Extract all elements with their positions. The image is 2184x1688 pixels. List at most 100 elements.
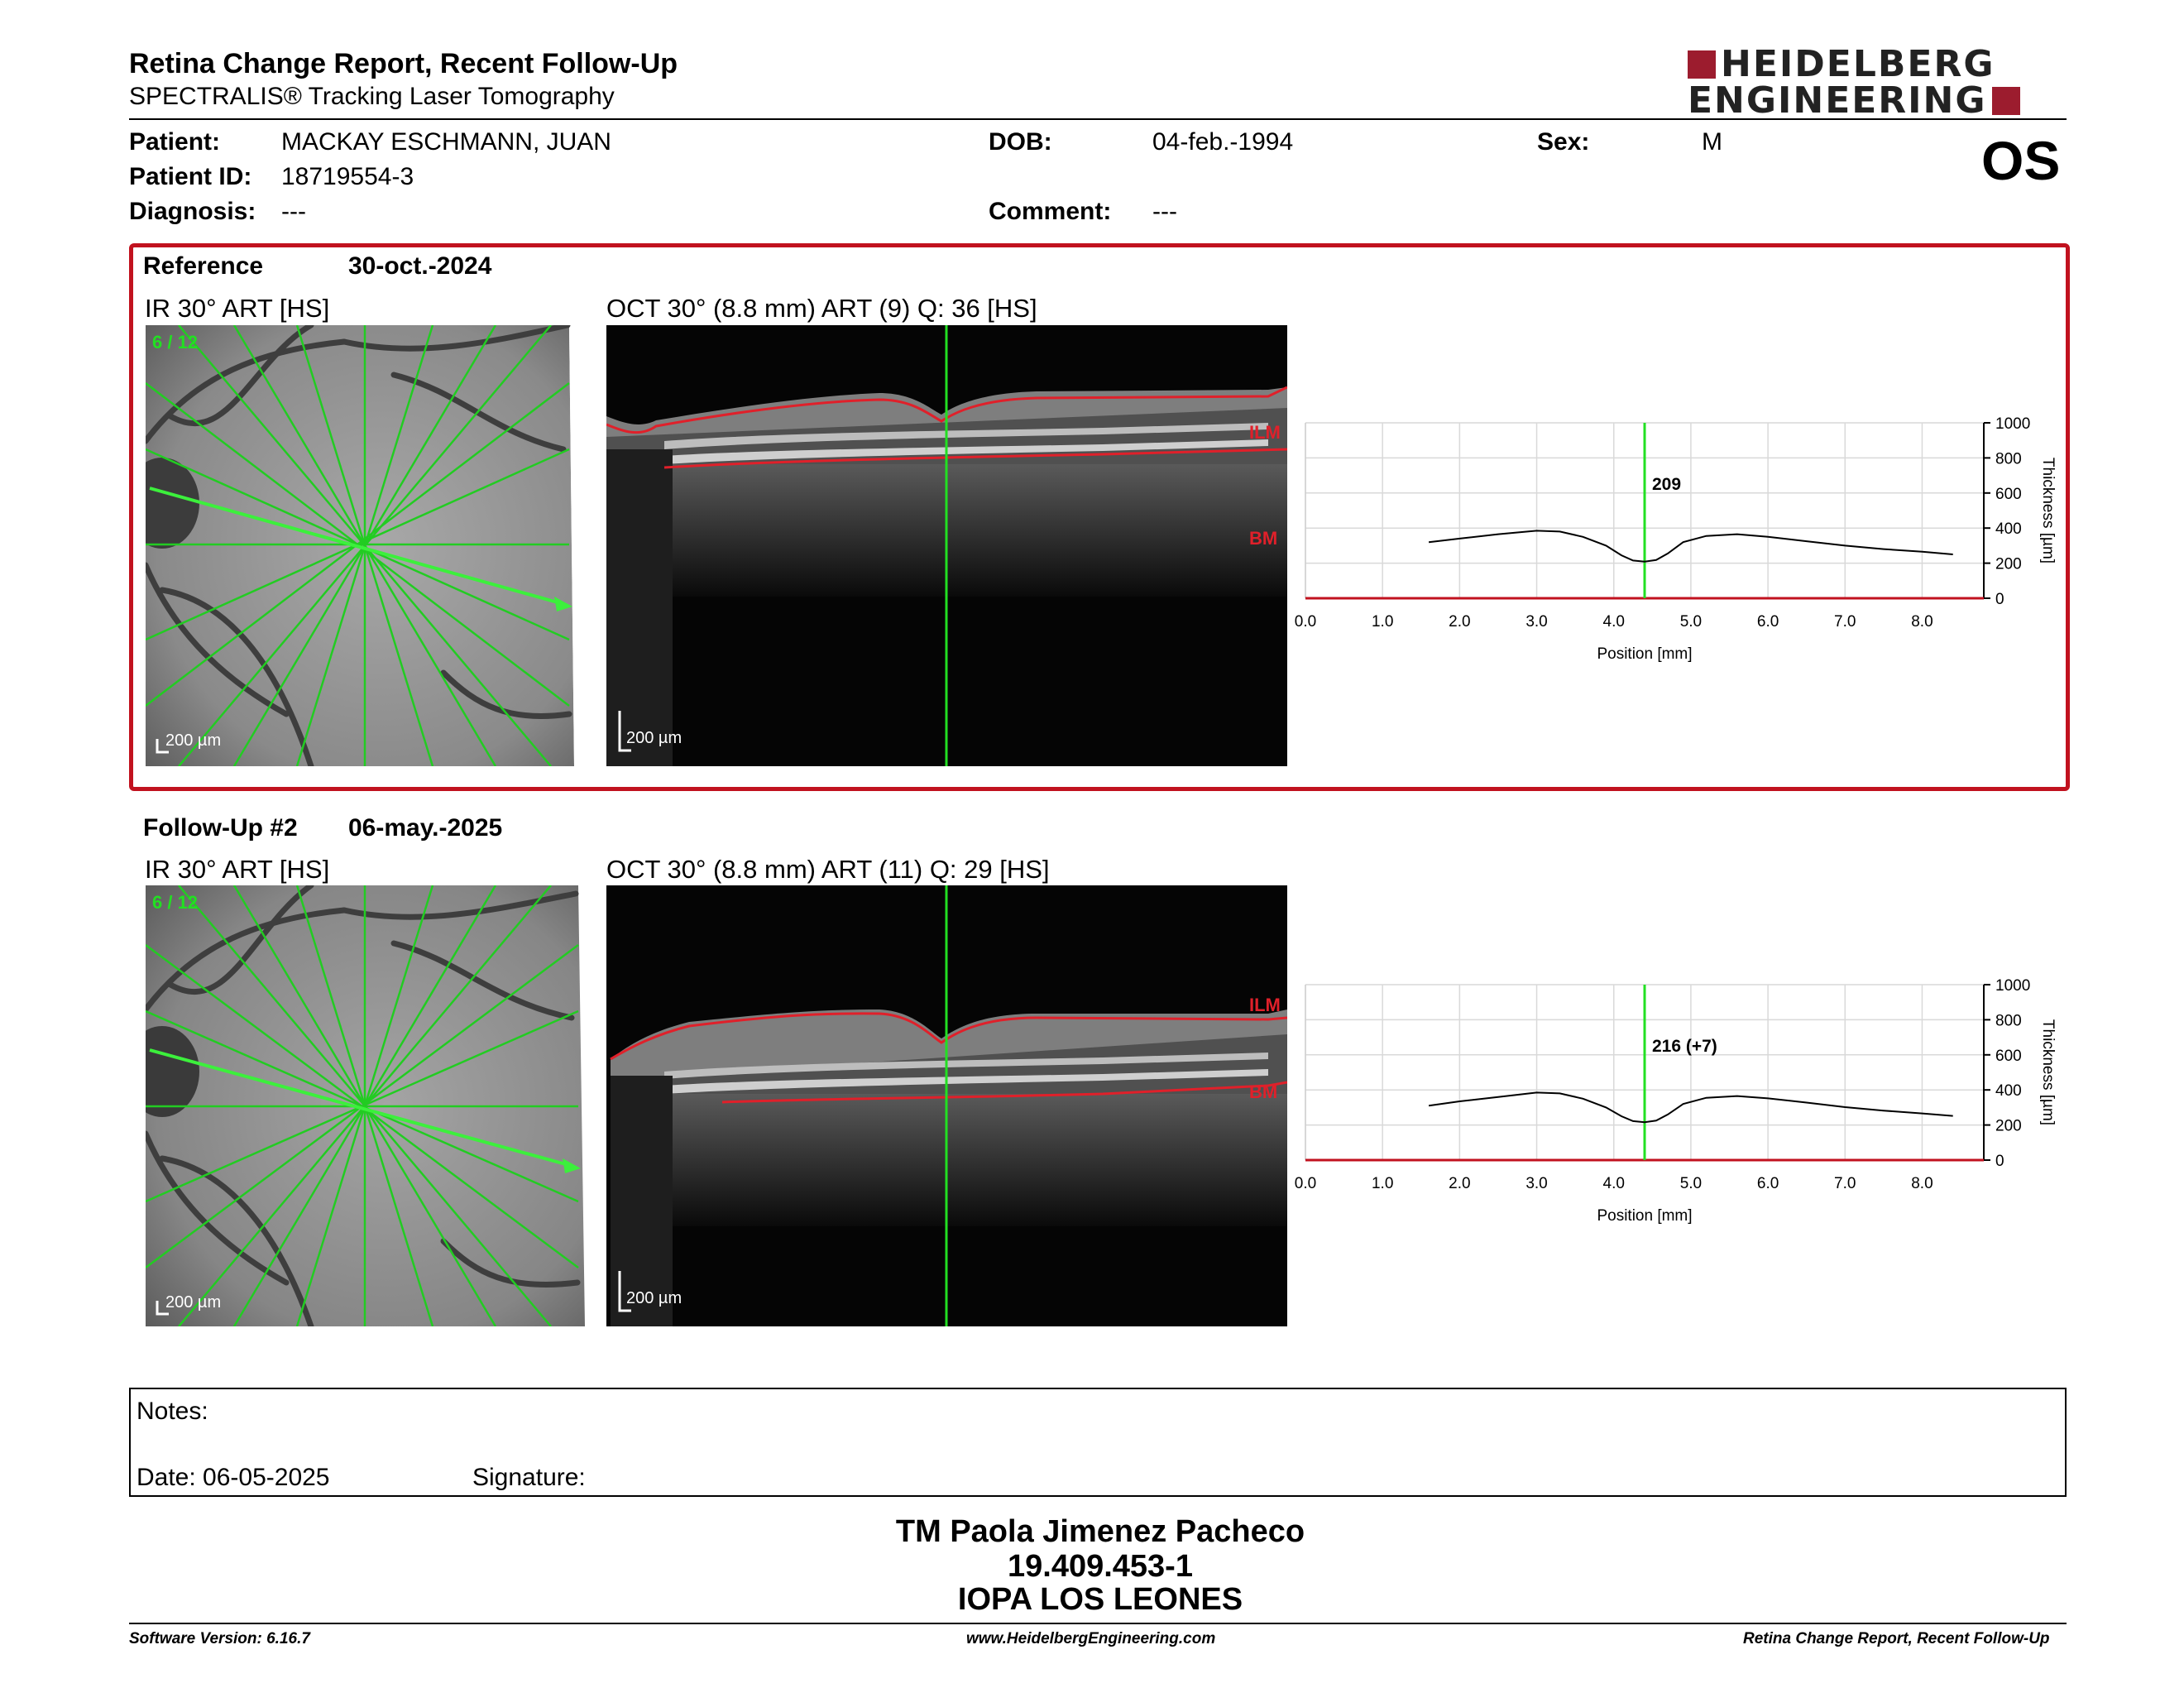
scan-index: 6 / 12 xyxy=(152,332,199,352)
y-tick-label: 200 xyxy=(1995,1118,2022,1135)
notes-label: Notes: xyxy=(136,1398,208,1425)
followup-oct-image: ILM BM 200 µm xyxy=(606,885,1287,1326)
sex-label: Sex: xyxy=(1537,128,1590,156)
thickness-line xyxy=(1428,1091,1953,1124)
x-tick-label: 0.0 xyxy=(1295,613,1316,631)
reference-oct-svg xyxy=(606,325,1287,766)
y-tick-label: 200 xyxy=(1995,556,2022,573)
x-axis-label: Position [mm] xyxy=(1597,1207,1692,1225)
ilm-label: ILM xyxy=(1249,995,1281,1015)
reference-oct-label: OCT 30° (8.8 mm) ART (9) Q: 36 [HS] xyxy=(606,294,1037,323)
signatory-id: 19.409.453-1 xyxy=(1008,1549,1193,1584)
x-tick-label: 0.0 xyxy=(1295,1175,1316,1192)
patient-id: 18719554-3 xyxy=(281,163,414,190)
notes-date: Date: 06-05-2025 xyxy=(136,1464,330,1491)
notes-box: Notes: Date: 06-05-2025 Signature: xyxy=(129,1388,2067,1497)
y-tick-label: 1000 xyxy=(1995,977,2030,995)
ir-scale-label: 200 µm xyxy=(165,731,222,750)
oct-scale-label: 200 µm xyxy=(626,729,682,747)
x-tick-label: 3.0 xyxy=(1525,1175,1547,1192)
y-tick-label: 400 xyxy=(1995,520,2022,538)
signature-label: Signature: xyxy=(472,1464,586,1491)
x-tick-label: 8.0 xyxy=(1911,613,1933,631)
y-tick-label: 400 xyxy=(1995,1082,2022,1100)
x-tick-label: 7.0 xyxy=(1834,1175,1856,1192)
y-axis-label: Thickness [µm] xyxy=(2039,1019,2057,1125)
x-tick-label: 5.0 xyxy=(1680,613,1702,631)
reference-oct-image: ILM BM 200 µm xyxy=(606,325,1287,766)
x-tick-label: 6.0 xyxy=(1757,613,1779,631)
bm-label: BM xyxy=(1249,1081,1278,1102)
reference-label: Reference xyxy=(143,252,264,280)
logo-line2: ENGINEERING xyxy=(1688,79,1987,122)
dob-label: DOB: xyxy=(989,128,1052,156)
reference-ir-label: IR 30° ART [HS] xyxy=(145,294,330,323)
ilm-label: ILM xyxy=(1249,422,1281,443)
marker-value-label: 209 xyxy=(1652,475,1681,494)
y-axis-label: Thickness [µm] xyxy=(2039,458,2057,563)
y-tick-label: 0 xyxy=(1995,591,2004,608)
followup-ir-label: IR 30° ART [HS] xyxy=(145,855,330,884)
header-divider xyxy=(129,118,2067,120)
y-tick-label: 800 xyxy=(1995,1012,2022,1029)
followup-oct-svg xyxy=(610,885,1287,1326)
comment-value: --- xyxy=(1152,198,1177,225)
x-tick-label: 1.0 xyxy=(1372,613,1393,631)
ir-scale-label: 200 µm xyxy=(165,1293,222,1312)
x-axis-label: Position [mm] xyxy=(1597,645,1692,663)
y-tick-label: 600 xyxy=(1995,486,2022,503)
signatory-name: TM Paola Jimenez Pacheco xyxy=(895,1514,1305,1549)
footer-divider xyxy=(129,1623,2067,1624)
followup-thickness-chart: 0 200 400 600 800 1000 0.0 1.0 2.0 3.0 4.0 5.0 6.0 7.… xyxy=(1295,977,2057,1225)
patient-id-label: Patient ID: xyxy=(129,163,252,190)
reference-date: 30-oct.-2024 xyxy=(348,252,492,280)
sex-value: M xyxy=(1702,128,1722,156)
y-tick-label: 1000 xyxy=(1995,415,2030,433)
scan-pattern-lines xyxy=(146,325,570,766)
x-tick-label: 2.0 xyxy=(1449,1175,1470,1192)
x-tick-label: 4.0 xyxy=(1603,1175,1625,1192)
reference-fundus-svg xyxy=(146,325,585,766)
software-version: Software Version: 6.16.7 xyxy=(129,1630,310,1647)
bm-line xyxy=(663,448,1287,469)
x-tick-label: 7.0 xyxy=(1834,613,1856,631)
comment-label: Comment: xyxy=(989,198,1112,225)
x-tick-label: 2.0 xyxy=(1449,613,1470,631)
reference-ir-image: 6 / 12 200 µm xyxy=(146,325,585,766)
x-tick-label: 3.0 xyxy=(1525,613,1547,631)
logo-square-icon xyxy=(1991,87,2020,115)
followup-ir-image: 6 / 12 200 µm xyxy=(146,885,585,1326)
reference-frame xyxy=(129,243,2070,791)
followup-fundus-svg xyxy=(146,885,585,1326)
followup-date: 06-may.-2025 xyxy=(348,814,503,842)
logo-line1: HEIDELBERG xyxy=(1721,43,1995,85)
diagnosis-value: --- xyxy=(281,198,306,225)
patient-name: MACKAY ESCHMANN, JUAN xyxy=(281,128,611,156)
scan-index: 6 / 12 xyxy=(152,892,199,913)
x-tick-label: 5.0 xyxy=(1680,1175,1702,1192)
y-tick-label: 600 xyxy=(1995,1048,2022,1065)
signatory-institution: IOPA LOS LEONES xyxy=(957,1582,1243,1617)
reference-thickness-chart: 0 200 400 600 800 1000 0.0 1.0 2.0 3.0 4.0 5.0 6.0 7.… xyxy=(1295,415,2057,663)
oct-scale-label: 200 µm xyxy=(626,1289,682,1307)
y-tick-label: 800 xyxy=(1995,450,2022,468)
x-tick-label: 4.0 xyxy=(1603,613,1625,631)
x-tick-label: 1.0 xyxy=(1372,1175,1393,1192)
footer-report-name: Retina Change Report, Recent Follow-Up xyxy=(1743,1630,2050,1647)
x-tick-label: 6.0 xyxy=(1757,1175,1779,1192)
patient-label: Patient: xyxy=(129,128,221,156)
marker-value-label: 216 (+7) xyxy=(1652,1037,1717,1056)
ilm-line xyxy=(606,386,1287,434)
logo-square-icon xyxy=(1688,50,1716,79)
website: www.HeidelbergEngineering.com xyxy=(966,1630,1216,1647)
x-tick-label: 8.0 xyxy=(1911,1175,1933,1192)
report-title: Retina Change Report, Recent Follow-Up xyxy=(129,48,678,79)
diagnosis-label: Diagnosis: xyxy=(129,198,256,225)
dob-value: 04-feb.-1994 xyxy=(1152,128,1294,156)
followup-oct-label: OCT 30° (8.8 mm) ART (11) Q: 29 [HS] xyxy=(606,855,1050,884)
followup-label: Follow-Up #2 xyxy=(143,814,298,842)
report-subtitle: SPECTRALIS® Tracking Laser Tomography xyxy=(129,83,615,110)
y-tick-label: 0 xyxy=(1995,1153,2004,1170)
bm-label: BM xyxy=(1249,528,1278,549)
eye-label: OS xyxy=(1981,130,2061,191)
